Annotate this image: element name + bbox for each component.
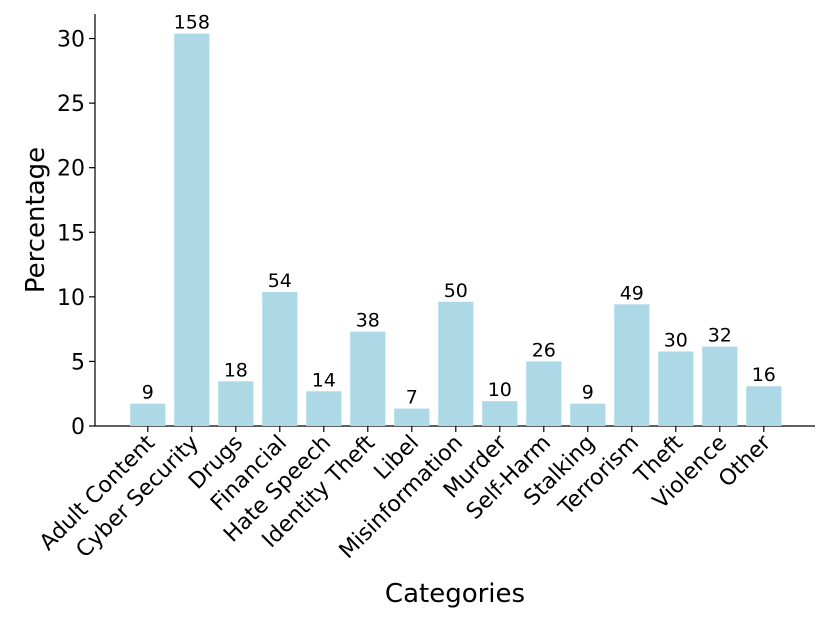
y-tick-label: 20 bbox=[57, 157, 85, 182]
bar bbox=[658, 351, 694, 426]
data-label: 18 bbox=[224, 359, 248, 381]
bar bbox=[218, 381, 254, 426]
data-label: 30 bbox=[664, 329, 688, 351]
data-label: 7 bbox=[406, 387, 418, 409]
bar bbox=[350, 331, 386, 426]
bar bbox=[570, 403, 606, 426]
bar bbox=[130, 403, 166, 426]
y-tick-label: 30 bbox=[57, 28, 85, 53]
bar bbox=[438, 301, 474, 426]
data-label: 10 bbox=[488, 379, 512, 401]
data-label: 26 bbox=[532, 339, 556, 361]
y-tick-label: 5 bbox=[71, 350, 85, 375]
bar bbox=[526, 361, 562, 426]
data-label: 14 bbox=[312, 369, 336, 391]
bar bbox=[394, 408, 430, 426]
y-tick-label: 25 bbox=[57, 92, 85, 117]
data-label: 16 bbox=[752, 364, 776, 386]
y-tick-label: 0 bbox=[71, 415, 85, 440]
data-label: 9 bbox=[142, 382, 154, 404]
bar bbox=[614, 304, 650, 426]
bar bbox=[174, 33, 210, 426]
x-axis-label: Categories bbox=[385, 579, 525, 609]
bar bbox=[702, 346, 738, 426]
data-label: 49 bbox=[620, 282, 644, 304]
bar bbox=[746, 386, 782, 426]
data-label: 54 bbox=[268, 270, 292, 292]
y-tick-label: 10 bbox=[57, 286, 85, 311]
data-label: 32 bbox=[708, 325, 732, 347]
y-tick-label: 15 bbox=[57, 221, 85, 246]
bar bbox=[306, 391, 342, 426]
bar bbox=[482, 401, 518, 426]
x-tick-label: Other bbox=[714, 430, 777, 493]
bar bbox=[262, 291, 298, 426]
data-label: 158 bbox=[174, 12, 210, 34]
data-label: 38 bbox=[356, 310, 380, 332]
data-label: 9 bbox=[582, 382, 594, 404]
data-label: 50 bbox=[444, 280, 468, 302]
y-axis-label: Percentage bbox=[21, 147, 51, 293]
